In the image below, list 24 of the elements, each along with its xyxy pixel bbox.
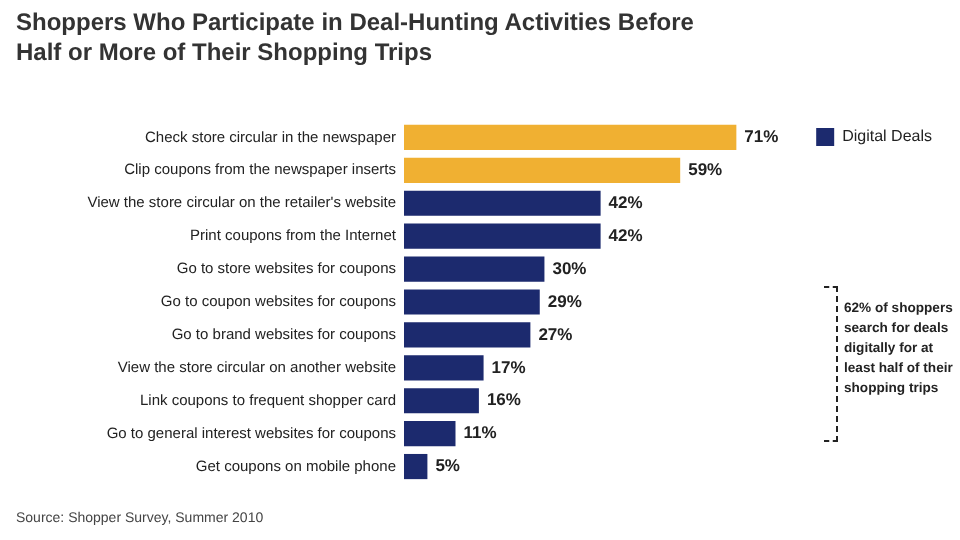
data-label: 42% <box>608 224 644 245</box>
bar <box>404 256 545 282</box>
data-label: 42% <box>608 191 644 212</box>
data-label: 59% <box>688 159 724 180</box>
bar <box>404 421 456 447</box>
bar <box>404 124 737 151</box>
legend-label: Digital Deals <box>842 127 932 146</box>
bar <box>404 453 428 480</box>
bar <box>404 388 479 414</box>
data-label: 11% <box>463 422 498 443</box>
bar <box>404 157 681 183</box>
bar <box>404 289 540 315</box>
data-label: 30% <box>552 257 588 278</box>
data-label: 17% <box>491 356 527 377</box>
data-label: 71% <box>744 126 780 147</box>
data-label: 16% <box>486 389 522 410</box>
bar <box>404 190 601 216</box>
bar <box>404 322 531 348</box>
data-label: 27% <box>538 323 574 344</box>
bar <box>404 355 484 381</box>
bar <box>404 223 601 249</box>
data-label: 29% <box>547 290 583 311</box>
data-label: 5% <box>435 455 461 476</box>
chart-title: Shoppers Who Participate in Deal-Hunting Activities Before Half or More of Their Shopping Trips <box>16 8 696 68</box>
